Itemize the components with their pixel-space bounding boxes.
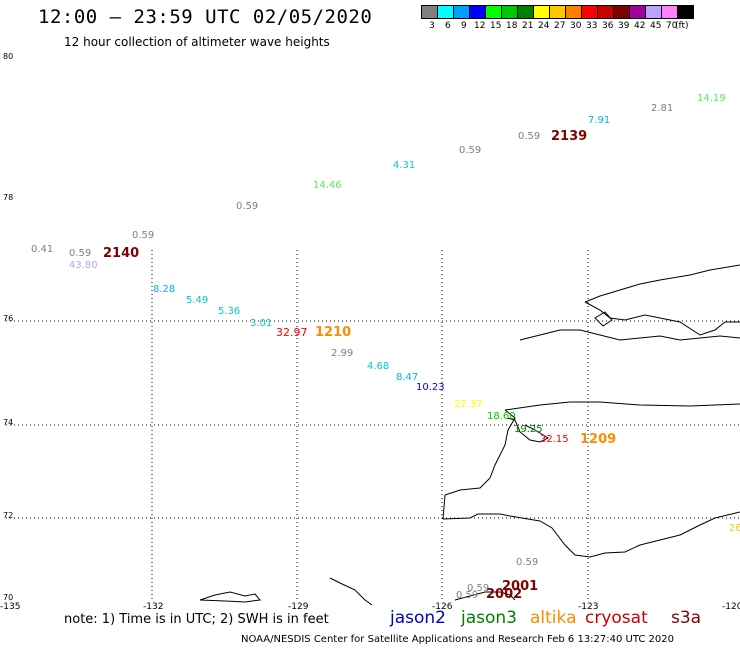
pass-time-label: 2001	[502, 579, 538, 594]
longitude-labels: -135 -132 -129 -126 -123 -120	[0, 602, 740, 612]
coastline-tuk	[506, 417, 550, 443]
wave-height-label: 26	[729, 523, 740, 534]
wave-height-label: 0.59	[467, 583, 489, 594]
footer-note: note: 1) Time is in UTC; 2) SWH is in fe…	[64, 612, 329, 627]
coastline-alaska-point	[329, 577, 373, 606]
wave-height-label: 5.49	[186, 295, 208, 306]
legend-label: 18	[506, 21, 518, 31]
wave-height-label: 8.28	[153, 284, 175, 295]
coastline-banks-west	[584, 301, 740, 336]
legend-label: 21	[522, 21, 534, 31]
legend-label: 45	[650, 21, 662, 31]
legend-label: 6	[445, 21, 451, 31]
wave-height-label: 0.59	[69, 248, 91, 259]
map-subtitle: 12 hour collection of altimeter wave hei…	[64, 35, 330, 49]
legend-label: 42	[634, 21, 646, 31]
wave-height-label: 32.15	[540, 434, 569, 445]
wave-height-label: 7.91	[588, 115, 610, 126]
latitude-label: 80	[3, 52, 13, 61]
legend-label: 36	[602, 21, 614, 31]
wave-height-label: 14.19	[697, 93, 726, 104]
satellite-name: jason2	[390, 608, 446, 628]
wave-height-label: 0.59	[236, 201, 258, 212]
legend-label: 33	[586, 21, 598, 31]
wave-height-label: 8.47	[396, 372, 418, 383]
coastline-small-island	[594, 311, 613, 327]
coastline-banks-south	[584, 264, 740, 303]
wave-height-label: 0.59	[516, 557, 538, 568]
wave-height-label: 3.01	[250, 318, 272, 329]
legend-label: 3	[429, 21, 435, 31]
wave-height-label: 32.97	[276, 326, 308, 339]
pass-time-label: 2002	[486, 587, 522, 602]
coastline-western-alaska	[199, 591, 261, 603]
pass-time-label: 2139	[551, 129, 587, 144]
observation-labels: 14.192.817.910.59 21390.594.3114.460.590.…	[31, 93, 740, 602]
longitude-label: -120	[722, 602, 740, 612]
pass-time-label: 1210	[315, 325, 351, 340]
pass-time-label: 2140	[103, 246, 139, 261]
legend-label: 24	[538, 21, 550, 31]
coastline	[199, 264, 740, 606]
satellite-name: altika	[530, 608, 577, 628]
latitude-label: 76	[3, 314, 13, 323]
latitude-label: 70	[3, 593, 13, 602]
wave-height-label: 19.25	[514, 424, 543, 435]
legend-label: 39	[618, 21, 630, 31]
wave-height-label: 0.59	[132, 230, 154, 241]
wave-height-label: 2.99	[331, 348, 353, 359]
color-legend-labels: 3 6 9 12 15 18 21 24 27 30 33 36 39 42 45 70 (ft)	[421, 21, 740, 35]
wave-height-label: 14.46	[313, 180, 342, 191]
satellite-name: cryosat	[585, 608, 648, 628]
legend-label: 30	[570, 21, 582, 31]
longitude-label: -123	[578, 602, 598, 612]
satellite-name: jason3	[461, 608, 517, 628]
wave-height-label: 22.37	[454, 399, 483, 410]
legend-label: 70	[666, 21, 678, 31]
coastline-yukon	[442, 409, 516, 520]
wave-height-label: 43.80	[69, 260, 98, 271]
latitude-label: 78	[3, 193, 13, 202]
wave-height-label: 5.36	[218, 306, 240, 317]
wave-height-label: 4.68	[367, 361, 389, 372]
latitude-label: 74	[3, 418, 13, 427]
satellite-name: s3a	[671, 608, 702, 628]
longitude-label: -126	[432, 602, 453, 612]
wave-height-label: 0.59	[518, 131, 540, 142]
coastline-alaska-north	[442, 511, 740, 558]
coastline-banks-lower	[519, 329, 740, 341]
legend-label: 9	[461, 21, 467, 31]
legend-label: 27	[554, 21, 566, 31]
longitude-label: -132	[143, 602, 163, 612]
coastline-barrow	[454, 591, 516, 601]
legend-label: (ft)	[675, 21, 689, 31]
wave-height-label: 0.41	[31, 244, 53, 255]
latitude-label: 72	[3, 511, 13, 520]
pass-time-label: 1209	[580, 432, 616, 447]
legend-label: 15	[490, 21, 502, 31]
color-legend	[421, 5, 694, 19]
legend-swatch	[677, 5, 694, 19]
wave-height-label: 10.23	[416, 382, 445, 393]
longitude-label: -135	[0, 602, 20, 612]
footer-credit: NOAA/NESDIS Center for Satellite Applica…	[241, 634, 674, 645]
wave-height-label: 0.59	[456, 590, 478, 601]
map-title: 12:00 – 23:59 UTC 02/05/2020	[38, 6, 373, 28]
wave-height-label: 18.60	[487, 411, 516, 422]
latitude-labels: 80 78 76 74 72 70	[3, 52, 13, 602]
graticule	[6, 250, 740, 600]
legend-label: 12	[474, 21, 486, 31]
wave-height-label: 0.59	[459, 145, 481, 156]
longitude-label: -129	[288, 602, 309, 612]
wave-height-label: 4.31	[393, 160, 415, 171]
wave-height-label: 2.81	[651, 103, 673, 114]
coastline-mackenzie	[504, 401, 740, 411]
